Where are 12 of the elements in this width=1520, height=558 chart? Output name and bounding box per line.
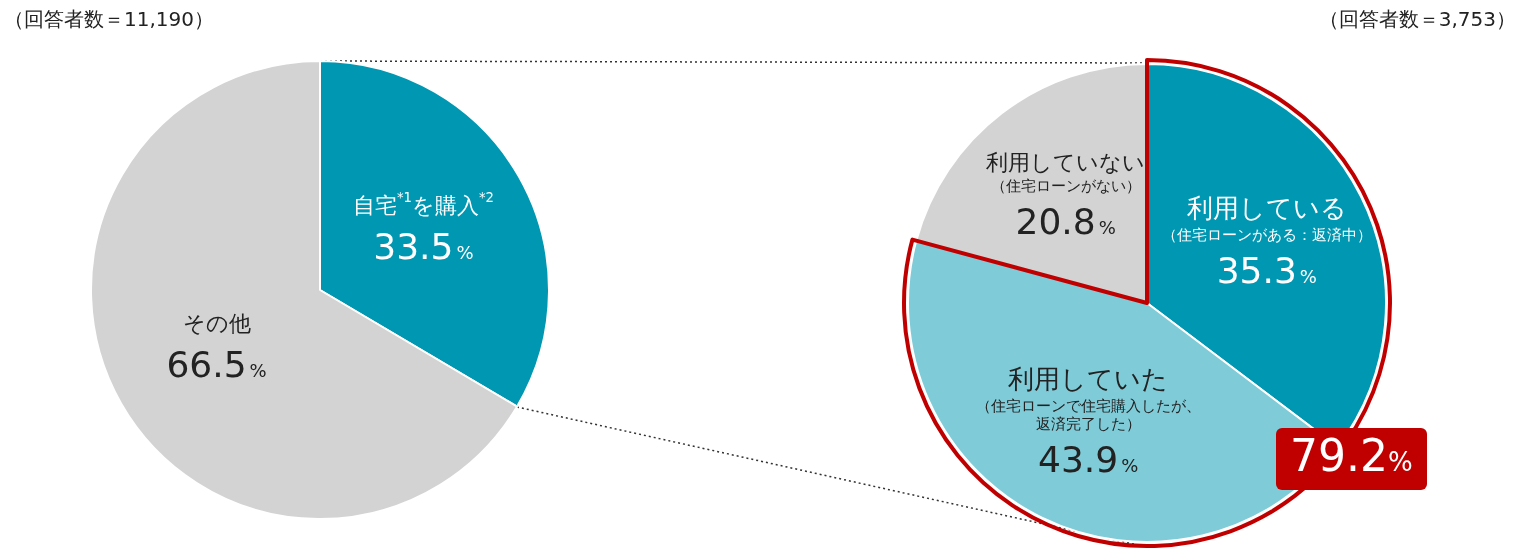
- data-label: 66.5%: [166, 343, 267, 385]
- slice-label: 利用していない（住宅ローンがない）: [986, 149, 1146, 195]
- data-label: 43.9%: [1037, 438, 1139, 480]
- data-label: 20.8%: [1015, 200, 1116, 242]
- slice-label: 利用していた（住宅ローンで住宅購入したが、返済完了した）: [975, 363, 1201, 434]
- data-label: 35.3%: [1216, 249, 1317, 291]
- text: （回答者数＝3,753）: [1318, 6, 1516, 33]
- slice-label: 利用している（住宅ローンがある：返済中）: [1161, 193, 1372, 245]
- data-label: 33.5%: [373, 225, 474, 267]
- text: （回答者数＝11,190）: [4, 6, 214, 33]
- text: 79.2%: [1276, 428, 1427, 490]
- slice-label: その他: [182, 311, 251, 337]
